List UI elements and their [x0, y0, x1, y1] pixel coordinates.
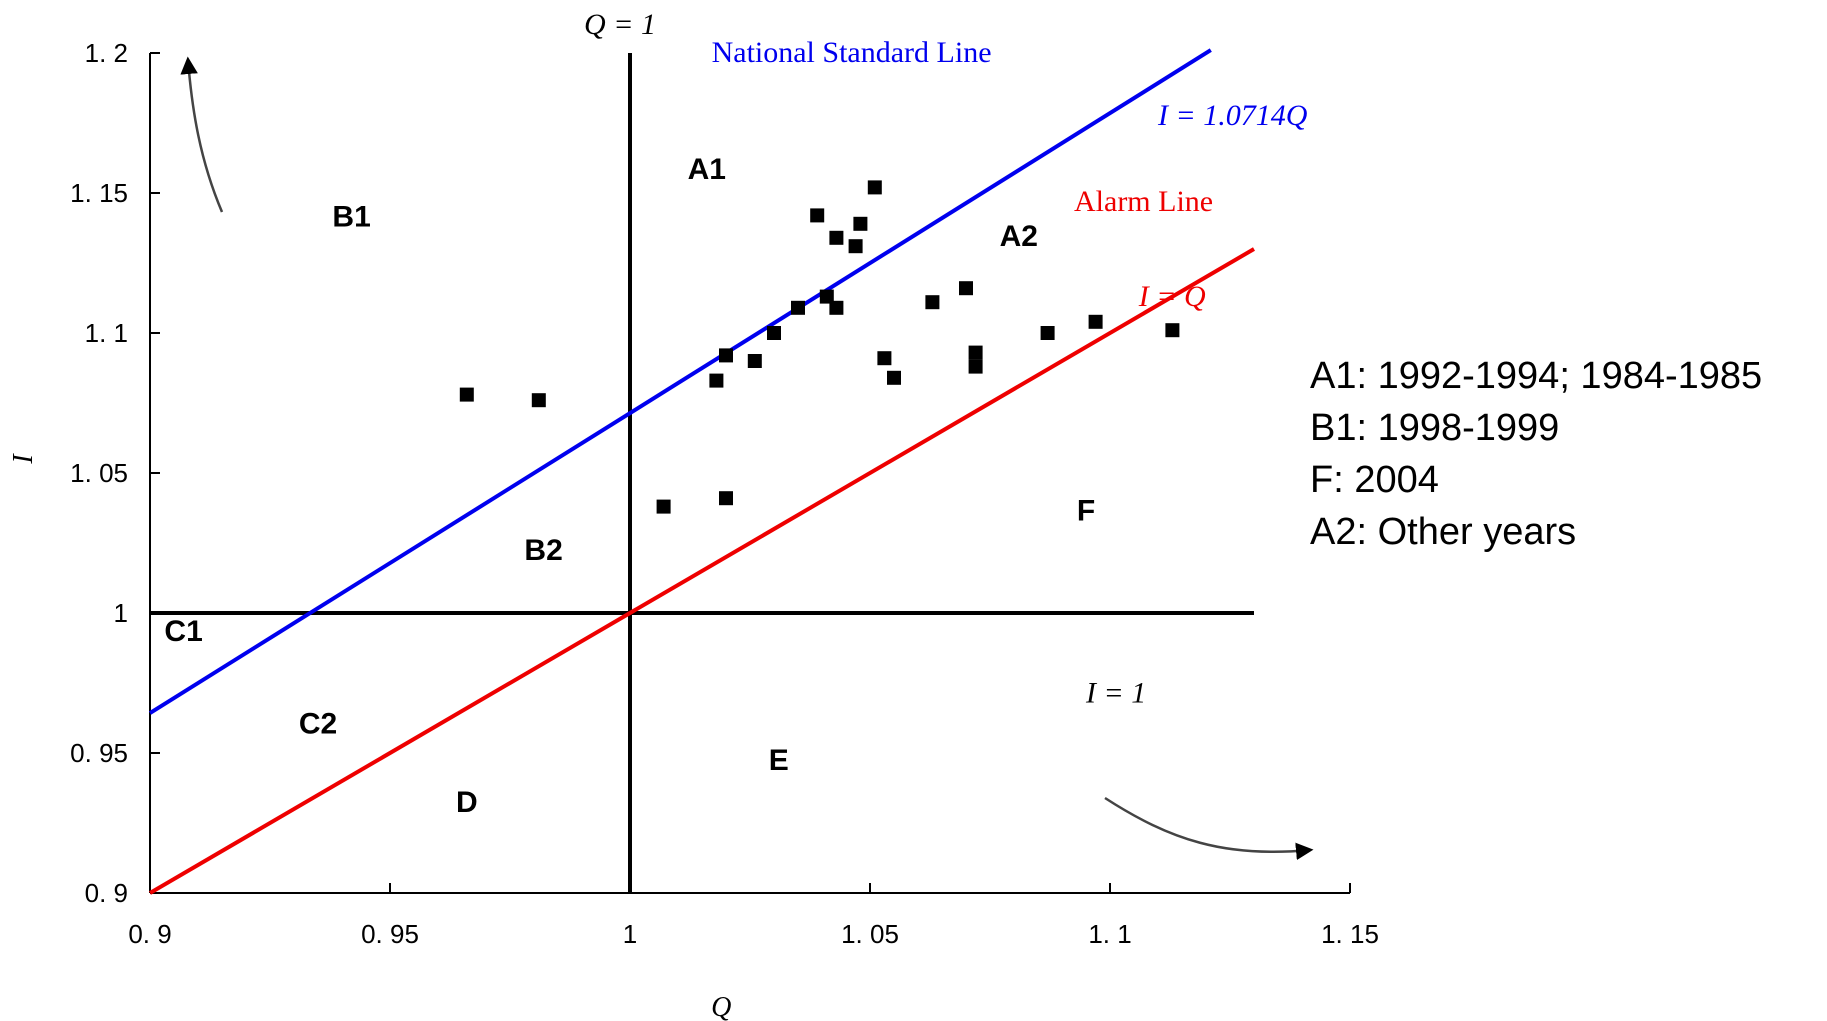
- region-label-a1: A1: [688, 153, 726, 186]
- data-point: [819, 289, 834, 304]
- alarm-line-equation: I = Q: [1138, 280, 1206, 313]
- data-point: [1088, 314, 1103, 329]
- y-tick-label: 0. 95: [70, 738, 128, 768]
- y-tick-label: 1: [114, 598, 128, 628]
- national-standard-line-equation: I = 1.0714Q: [1157, 99, 1308, 132]
- data-point: [829, 300, 844, 315]
- region-label-c2: C2: [299, 707, 337, 740]
- national-standard-line: [148, 48, 1212, 715]
- data-point: [767, 326, 781, 340]
- data-point: [968, 345, 983, 360]
- data-points: [459, 180, 1180, 514]
- reference-label-q1: Q = 1: [584, 8, 656, 41]
- x-tick-label: 1. 05: [841, 919, 899, 949]
- x-tick-label: 1. 1: [1088, 919, 1131, 949]
- axes: 0. 9 0. 95 1 1. 05 1. 1 1. 15 0. 9 0. 95 1 1. 05 1…: [8, 38, 1379, 1021]
- region-label-b1: B1: [332, 201, 370, 234]
- data-point: [925, 295, 940, 310]
- region-label-a2: A2: [1000, 220, 1038, 253]
- y-tick-label: 1. 1: [85, 318, 128, 348]
- data-point: [791, 300, 805, 315]
- data-point: [848, 239, 863, 254]
- data-point: [1165, 323, 1180, 338]
- x-axis-title: Q: [711, 992, 731, 1021]
- reference-lines: [150, 53, 1254, 893]
- region-label-b2: B2: [524, 534, 562, 567]
- alarm-line-name: Alarm Line: [1074, 185, 1213, 218]
- line-labels: Q = 1 I = 1 National Standard Line I = 1.07…: [584, 8, 1308, 710]
- trend-lines: [148, 48, 1256, 895]
- data-point: [1040, 326, 1055, 340]
- x-tick-label: 0. 95: [361, 919, 419, 949]
- region-label-c1: C1: [164, 615, 202, 648]
- data-point: [531, 393, 546, 408]
- region-label-e: E: [769, 744, 789, 777]
- data-point: [719, 491, 733, 506]
- arrow-up-left-icon: [180, 56, 224, 213]
- data-point: [887, 370, 901, 385]
- region-labels: A1 A2 B1 B2 C1 C2 D E F: [164, 153, 1095, 819]
- data-point: [867, 180, 882, 195]
- region-label-f: F: [1077, 495, 1095, 528]
- x-tick-label: 1: [623, 919, 637, 949]
- data-point: [853, 216, 868, 231]
- legend-note: F: 2004: [1310, 459, 1439, 501]
- data-point: [719, 348, 733, 363]
- data-point: [810, 208, 825, 223]
- alarm-line: [148, 247, 1256, 895]
- data-point: [829, 230, 844, 245]
- arrow-down-right-icon: [1104, 796, 1314, 861]
- y-tick-label: 1. 2: [85, 38, 128, 68]
- data-point: [959, 281, 973, 296]
- data-point: [877, 351, 892, 366]
- legend-notes: A1: 1992-1994; 1984-1985 B1: 1998-1999 F: …: [1310, 355, 1762, 553]
- national-standard-line-name: National Standard Line: [712, 36, 992, 69]
- data-point: [747, 354, 762, 368]
- data-point: [459, 387, 474, 402]
- data-point: [968, 359, 983, 374]
- reference-label-i1: I = 1: [1085, 677, 1146, 710]
- y-axis-title: I: [8, 453, 39, 465]
- legend-note: A2: Other years: [1310, 511, 1576, 553]
- y-tick-label: 1. 15: [70, 178, 128, 208]
- x-tick-label: 0. 9: [128, 919, 171, 949]
- y-tick-label: 0. 9: [85, 878, 128, 908]
- direction-arrows: [180, 56, 1314, 861]
- x-tick-label: 1. 15: [1321, 919, 1379, 949]
- legend-note: B1: 1998-1999: [1310, 407, 1559, 449]
- y-tick-label: 1. 05: [70, 458, 128, 488]
- legend-note: A1: 1992-1994; 1984-1985: [1310, 355, 1762, 397]
- data-point: [709, 373, 724, 388]
- region-label-d: D: [456, 786, 478, 819]
- data-point: [656, 499, 671, 514]
